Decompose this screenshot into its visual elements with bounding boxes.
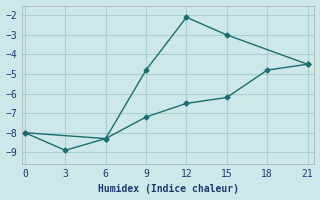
- X-axis label: Humidex (Indice chaleur): Humidex (Indice chaleur): [98, 184, 239, 194]
